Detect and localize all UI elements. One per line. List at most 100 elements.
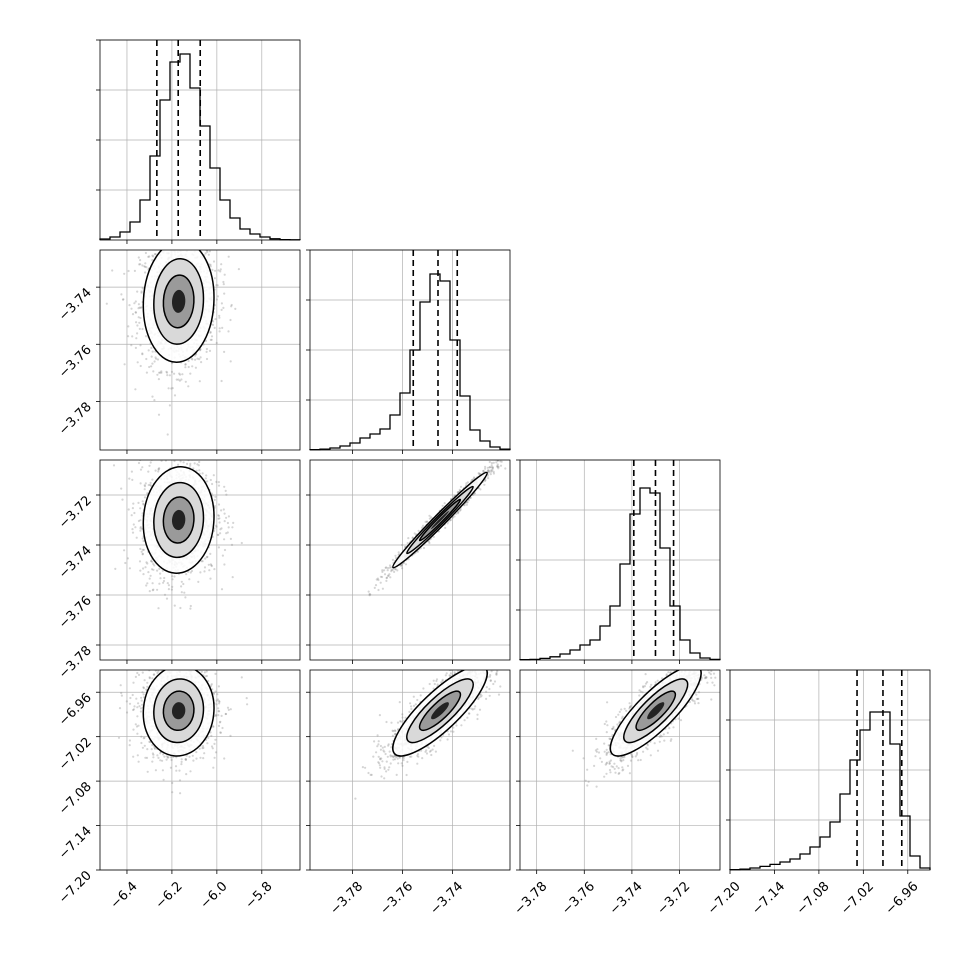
scatter-point	[127, 269, 130, 273]
x-tick-label: −6.0	[198, 879, 231, 912]
scatter-point	[142, 573, 145, 576]
scatter-frame	[99, 249, 301, 451]
x-tick-label: −7.02	[838, 879, 877, 918]
scatter-point	[181, 245, 183, 247]
scatter-point	[175, 769, 178, 772]
scatter-point	[208, 569, 211, 572]
scatter-point	[145, 371, 148, 374]
scatter-point	[181, 247, 183, 249]
scatter-point	[178, 379, 181, 382]
scatter-point	[208, 438, 210, 440]
scatter-point	[130, 514, 133, 517]
scatter-point	[127, 335, 130, 338]
scatter-point	[137, 307, 140, 310]
scatter-point	[151, 560, 154, 563]
scatter-point	[174, 243, 176, 245]
scatter-point	[386, 569, 389, 572]
scatter-point	[456, 491, 459, 494]
scatter-point	[183, 215, 185, 217]
scatter-point	[173, 372, 176, 375]
scatter-point	[391, 558, 394, 561]
scatter-point	[136, 361, 139, 364]
scatter-point	[199, 571, 202, 574]
scatter-point	[130, 470, 133, 473]
scatter-point	[173, 222, 175, 224]
scatter-point	[204, 252, 207, 255]
scatter-point	[141, 287, 144, 290]
scatter-point	[194, 228, 196, 230]
scatter-point	[185, 415, 187, 417]
scatter-point	[390, 568, 393, 571]
scatter-point	[191, 666, 193, 668]
density-level	[171, 289, 186, 313]
scatter-point	[212, 766, 215, 769]
scatter-point	[389, 576, 392, 579]
scatter-point	[179, 460, 182, 463]
scatter-point	[400, 563, 403, 566]
scatter-point	[150, 346, 153, 349]
scatter-point	[483, 479, 487, 482]
scatter-point	[223, 350, 226, 353]
scatter-point	[171, 575, 174, 578]
x-tick-label: −7.20	[705, 879, 744, 918]
scatter-point	[174, 646, 176, 648]
scatter-point	[218, 521, 221, 524]
scatter-point	[376, 577, 379, 580]
scatter-point	[194, 203, 196, 205]
y-tick-label: −3.74	[56, 543, 95, 582]
scatter-point	[400, 564, 403, 567]
scatter-point	[196, 227, 198, 229]
scatter-point	[156, 588, 159, 591]
scatter-point	[184, 666, 186, 668]
scatter-point	[388, 564, 392, 567]
scatter-point	[124, 561, 127, 565]
scatter-point	[173, 247, 175, 249]
scatter-point	[477, 472, 480, 475]
scatter-point	[219, 270, 222, 273]
scatter-point	[160, 370, 163, 373]
scatter-point	[151, 254, 154, 257]
scatter-point	[208, 349, 212, 352]
scatter-point	[121, 498, 124, 501]
scatter-point	[217, 546, 220, 549]
scatter-point	[230, 543, 234, 546]
scatter-point	[150, 355, 153, 358]
scatter-point	[138, 560, 142, 563]
scatter-point	[206, 480, 209, 483]
scatter-point	[209, 664, 211, 666]
scatter-point	[144, 335, 148, 338]
scatter-point	[141, 352, 144, 355]
scatter-point	[222, 508, 225, 511]
scatter-point	[165, 371, 169, 374]
scatter-point	[137, 316, 140, 319]
scatter-point	[169, 766, 172, 769]
scatter-point	[489, 473, 492, 476]
scatter-point	[159, 572, 162, 575]
scatter-point	[127, 508, 130, 511]
scatter-point	[139, 364, 142, 368]
scatter-point	[136, 332, 139, 335]
scatter-point	[137, 501, 140, 504]
scatter-point	[194, 366, 197, 369]
scatter-point	[165, 597, 169, 600]
scatter-point	[385, 566, 388, 569]
x-tick-label: −5.8	[243, 879, 276, 912]
scatter-point	[128, 567, 131, 570]
scatter-point	[152, 255, 155, 258]
scatter-point	[218, 710, 221, 713]
scatter-point	[500, 460, 503, 463]
y-tick-label: −6.96	[56, 690, 95, 729]
scatter-point	[225, 532, 228, 535]
contour-line	[162, 496, 195, 544]
scatter-point	[191, 365, 194, 368]
scatter-point	[173, 460, 176, 463]
scatter-point	[143, 484, 146, 487]
scatter-point	[176, 649, 178, 651]
scatter-point	[158, 664, 160, 666]
scatter-point	[142, 503, 145, 506]
scatter-point	[207, 244, 209, 246]
scatter-point	[158, 467, 161, 470]
scatter-point	[388, 573, 391, 576]
scatter-point	[162, 579, 166, 583]
scatter-point	[136, 324, 139, 327]
